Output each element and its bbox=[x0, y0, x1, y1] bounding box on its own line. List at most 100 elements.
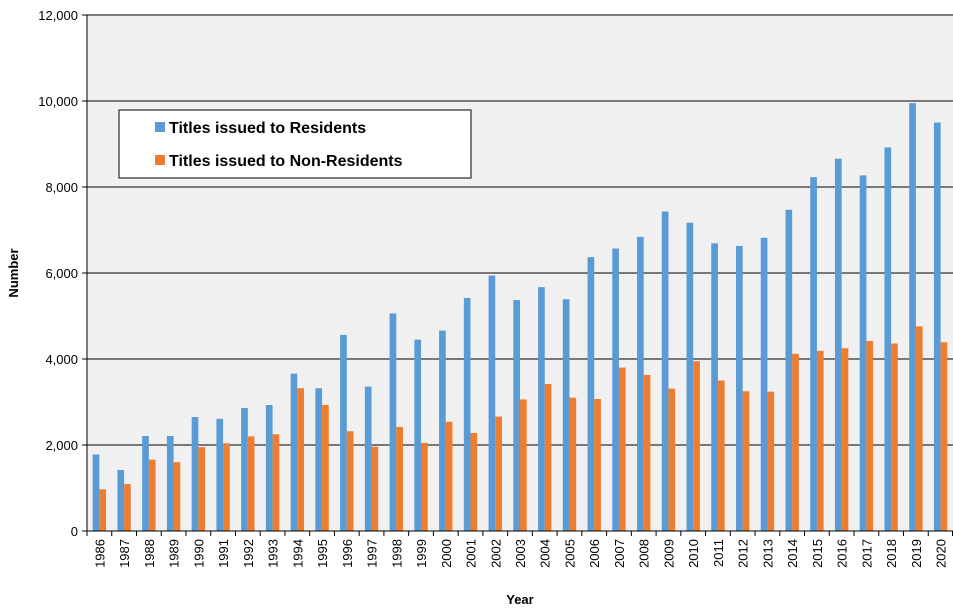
x-tick-label: 1999 bbox=[414, 539, 429, 568]
bar-residents bbox=[414, 339, 422, 531]
bar-residents bbox=[216, 418, 224, 531]
x-tick-label: 1991 bbox=[216, 539, 231, 568]
bar-residents bbox=[92, 454, 100, 531]
bar-residents bbox=[859, 175, 867, 531]
x-tick-label: 2008 bbox=[637, 539, 652, 568]
bar-non-residents bbox=[495, 416, 502, 531]
x-tick-label: 1998 bbox=[389, 539, 404, 568]
x-tick-label: 2017 bbox=[859, 539, 874, 568]
x-tick-label: 2009 bbox=[661, 539, 676, 568]
x-tick-label: 2001 bbox=[464, 539, 479, 568]
legend-label-non-residents: Titles issued to Non-Residents bbox=[169, 153, 403, 170]
y-tick-label: 10,000 bbox=[38, 94, 78, 109]
bar-residents bbox=[933, 122, 941, 531]
x-tick-label: 1993 bbox=[266, 539, 281, 568]
bar-non-residents bbox=[816, 350, 824, 531]
x-tick-label: 2013 bbox=[760, 539, 775, 568]
x-tick-label: 1992 bbox=[241, 539, 256, 568]
bar-non-residents bbox=[940, 342, 948, 531]
bar-non-residents bbox=[445, 421, 453, 531]
x-tick-label: 2010 bbox=[686, 539, 701, 568]
bar-non-residents bbox=[247, 436, 255, 531]
bar-non-residents bbox=[124, 484, 131, 531]
x-tick-label: 2020 bbox=[934, 539, 949, 568]
bar-residents bbox=[315, 388, 323, 531]
bar-residents bbox=[488, 275, 496, 531]
x-tick-label: 1988 bbox=[142, 539, 157, 568]
bar-non-residents bbox=[643, 374, 651, 531]
legend: Titles issued to Residents Titles issued… bbox=[118, 109, 472, 179]
bar-non-residents bbox=[346, 431, 354, 531]
x-tick-label: 2019 bbox=[909, 539, 924, 568]
bar-non-residents bbox=[618, 367, 626, 531]
bar-non-residents bbox=[421, 442, 428, 531]
bar-non-residents bbox=[569, 397, 577, 531]
bar-residents bbox=[686, 222, 694, 531]
bar-non-residents bbox=[322, 405, 329, 531]
bar-residents bbox=[117, 469, 125, 531]
x-axis-title: Year bbox=[506, 592, 533, 607]
x-tick-label: 1995 bbox=[315, 539, 330, 568]
bar-residents bbox=[340, 334, 347, 531]
bar-residents bbox=[513, 300, 520, 531]
bar-non-residents bbox=[767, 391, 775, 531]
bar-non-residents bbox=[891, 343, 898, 531]
bar-non-residents bbox=[198, 447, 206, 531]
y-axis-title: Number bbox=[6, 248, 21, 297]
bar-residents bbox=[265, 405, 273, 531]
y-tick-label: 6,000 bbox=[45, 266, 78, 281]
y-tick-label: 0 bbox=[71, 524, 78, 539]
bar-non-residents bbox=[371, 446, 379, 531]
x-tick-label: 1990 bbox=[191, 539, 206, 568]
x-tick-label: 2016 bbox=[835, 539, 850, 568]
bar-residents bbox=[562, 299, 570, 531]
bar-residents bbox=[884, 147, 892, 531]
x-tick-label: 1996 bbox=[340, 539, 355, 568]
bar-residents bbox=[587, 257, 595, 531]
y-tick-label: 4,000 bbox=[45, 352, 78, 367]
bar-residents bbox=[760, 237, 768, 532]
bar-residents bbox=[711, 243, 718, 531]
bar-non-residents bbox=[668, 388, 676, 531]
bar-residents bbox=[834, 158, 842, 531]
bar-residents bbox=[439, 330, 446, 531]
bar-non-residents bbox=[693, 361, 700, 531]
x-tick-label: 2018 bbox=[884, 539, 899, 568]
bar-residents bbox=[241, 408, 248, 531]
x-tick-label: 2005 bbox=[562, 539, 577, 568]
legend-swatch-non-residents bbox=[155, 155, 165, 165]
legend-swatch-residents bbox=[155, 122, 165, 132]
bar-non-residents bbox=[594, 398, 601, 531]
x-tick-label: 2012 bbox=[736, 539, 751, 568]
x-tick-label: 1986 bbox=[92, 539, 107, 568]
bars bbox=[92, 103, 948, 532]
bar-residents bbox=[290, 373, 298, 531]
x-tick-label: 1987 bbox=[117, 539, 132, 568]
bar-non-residents bbox=[915, 326, 923, 531]
bar-non-residents bbox=[792, 353, 799, 531]
bar-non-residents bbox=[148, 459, 156, 531]
bar-residents bbox=[142, 435, 149, 531]
bar-residents bbox=[612, 248, 619, 532]
legend-label-residents: Titles issued to Residents bbox=[169, 120, 366, 137]
bar-residents bbox=[463, 297, 471, 531]
bar-non-residents bbox=[99, 489, 107, 531]
bar-residents bbox=[736, 245, 743, 531]
bar-non-residents bbox=[272, 434, 280, 531]
x-tick-label: 2003 bbox=[513, 539, 528, 568]
bar-residents bbox=[364, 386, 372, 531]
bar-non-residents bbox=[223, 443, 230, 531]
y-tick-label: 8,000 bbox=[45, 180, 78, 195]
x-tick-label: 2006 bbox=[587, 539, 602, 568]
bar-residents bbox=[538, 287, 545, 531]
y-tick-label: 2,000 bbox=[45, 438, 78, 453]
x-tick-label: 2000 bbox=[439, 539, 454, 568]
x-tick-label: 1997 bbox=[365, 539, 380, 568]
x-tick-labels: 1986 1987 1988 1989 1990 1991 1992 1993 1994 1995… bbox=[86, 531, 953, 568]
bar-residents bbox=[637, 236, 644, 531]
bar-residents bbox=[909, 103, 916, 532]
x-tick-label: 2011 bbox=[711, 539, 726, 567]
x-tick-label: 1989 bbox=[167, 539, 182, 568]
x-tick-label: 2004 bbox=[538, 539, 553, 568]
